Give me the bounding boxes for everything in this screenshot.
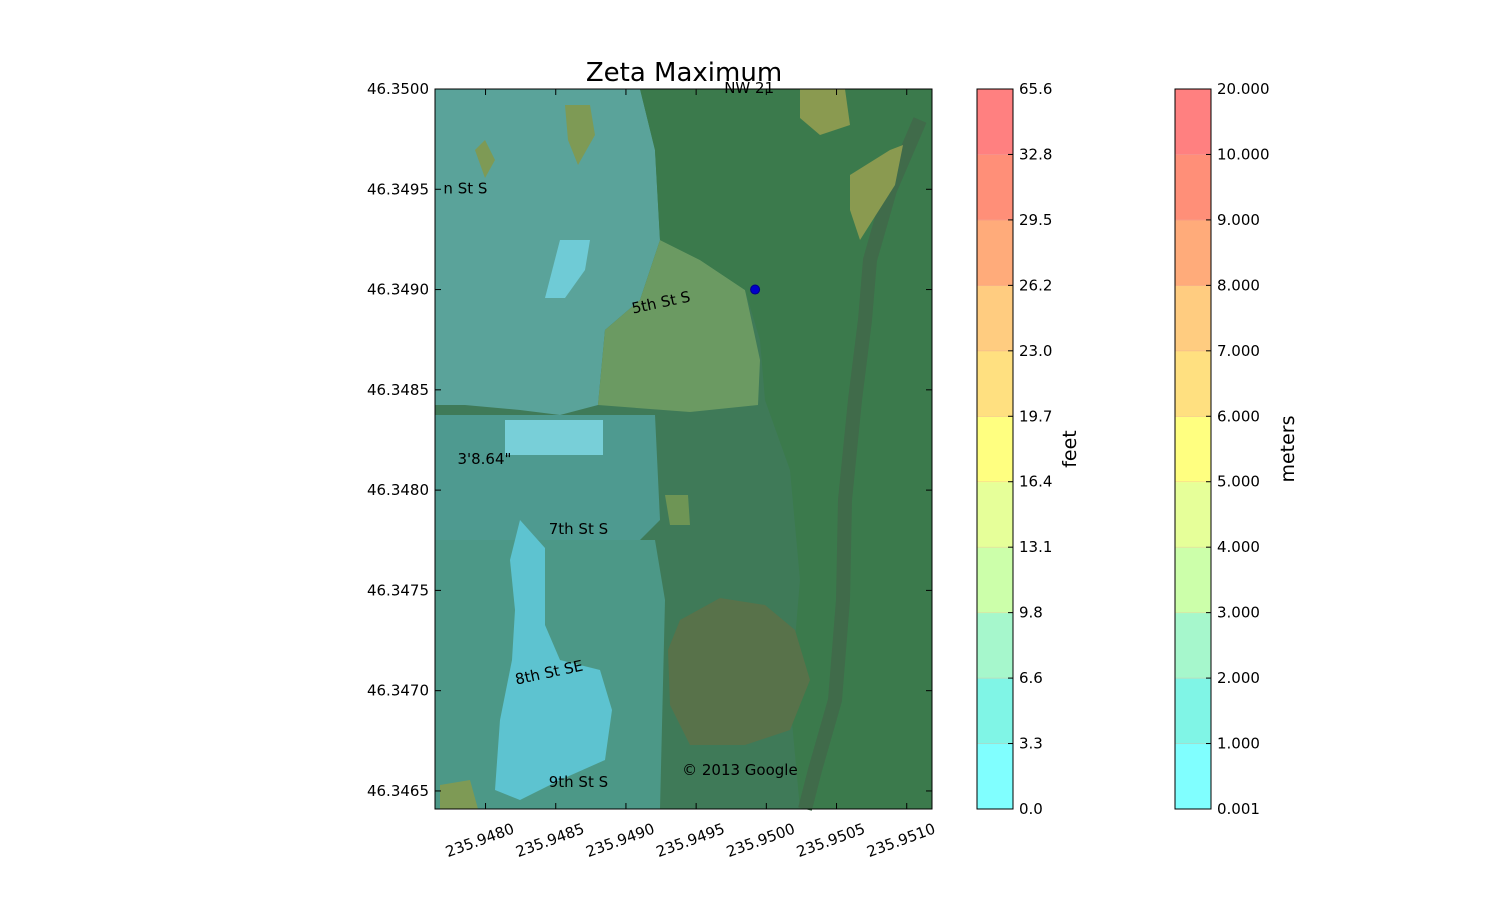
gauge-location-marker[interactable] xyxy=(750,284,761,295)
x-tick-label: 235.9485 xyxy=(513,820,586,861)
colorbar-segment xyxy=(1174,546,1212,614)
river-channel xyxy=(798,117,927,811)
colorbar-segment xyxy=(1174,481,1212,548)
x-tick-label: 235.9500 xyxy=(724,820,797,861)
building-block-region xyxy=(435,415,660,540)
y-tick-label: 46.3490 xyxy=(367,281,429,299)
colorbar-segment xyxy=(976,612,1014,679)
colorbar-meters: 0.001 1.000 2.000 3.000 4.000 5.000 6.000 7.000… xyxy=(1174,80,1270,818)
y-tick-label: 46.3475 xyxy=(367,581,429,599)
colorbar-tick-label: 7.000 xyxy=(1217,342,1260,360)
x-tick-label: 235.9510 xyxy=(864,820,937,861)
map-label-n-st: n St S xyxy=(443,179,487,197)
colorbar-segment xyxy=(976,677,1014,745)
colorbar-segment xyxy=(1174,612,1212,679)
colorbar-tick-label: 9.8 xyxy=(1019,604,1043,622)
cyan-zone-lower xyxy=(495,520,612,800)
colorbar-frame xyxy=(1174,88,1212,810)
colorbar-segment xyxy=(1174,284,1212,352)
colorbar-tick-label: 0.001 xyxy=(1217,800,1260,818)
colorbar-tick-label: 32.8 xyxy=(1019,145,1052,163)
y-tick-label: 46.3500 xyxy=(367,80,429,98)
y-tick-label: 46.3485 xyxy=(367,381,429,399)
map-label-nw21: NW 21 xyxy=(724,79,774,97)
map-label-9th-st: 9th St S xyxy=(549,773,608,791)
map-label-google: © 2013 Google xyxy=(682,761,798,779)
colorbar-segment xyxy=(1174,153,1212,221)
colorbar-tick-label: 1.000 xyxy=(1217,735,1260,753)
x-tick-label: 235.9505 xyxy=(794,820,867,861)
colorbar-tick-label: 10.000 xyxy=(1217,145,1270,163)
yellow-patch-bottom xyxy=(440,780,478,809)
colorbar-tick-label: 16.4 xyxy=(1019,473,1052,491)
colorbar-segment xyxy=(1174,677,1212,745)
colorbar-tick-label: 23.0 xyxy=(1019,342,1052,360)
colorbar-tick-label: 5.000 xyxy=(1217,473,1260,491)
colorbar-segment xyxy=(1174,743,1212,810)
colorbar-feet-label: feet xyxy=(1059,430,1081,468)
colorbar-tick-label: 6.6 xyxy=(1019,669,1043,687)
pond-region xyxy=(668,598,810,745)
colorbar-tick-label: 6.000 xyxy=(1217,407,1260,425)
field-region xyxy=(598,240,760,412)
colorbar-segment xyxy=(976,219,1014,286)
y-tick-label: 46.3495 xyxy=(367,180,429,198)
colorbar-tick-label: 3.000 xyxy=(1217,604,1260,622)
colorbar-tick-label: 19.7 xyxy=(1019,407,1052,425)
yellow-patch-left1 xyxy=(475,140,495,178)
colorbar-segment xyxy=(976,481,1014,548)
colorbar-segment xyxy=(976,415,1014,483)
urban-area-region xyxy=(435,89,660,415)
colorbar-segment xyxy=(976,88,1014,155)
colorbar-feet: 0.0 3.3 6.6 9.8 13.1 16.4 19.7 23.0 26.2 29.5 32.8… xyxy=(976,80,1052,818)
forest-region xyxy=(640,89,932,809)
yellow-patch-left2 xyxy=(565,105,595,165)
colorbar-segment xyxy=(1174,88,1212,155)
yellow-patch-right xyxy=(850,145,903,240)
x-tick-label: 235.9480 xyxy=(443,820,516,861)
colorbar-segment xyxy=(976,153,1014,221)
y-tick-label: 46.3470 xyxy=(367,682,429,700)
x-tick-label: 235.9490 xyxy=(584,820,657,861)
y-tick-label: 46.3480 xyxy=(367,481,429,499)
yellow-patch-mid xyxy=(665,495,690,525)
x-tick-label: 235.9495 xyxy=(654,820,727,861)
colorbar-tick-label: 0.0 xyxy=(1019,800,1043,818)
yellow-patch-top xyxy=(800,89,850,135)
colorbar-tick-label: 2.000 xyxy=(1217,669,1260,687)
map-label-7th-st: 7th St S xyxy=(549,520,608,538)
map-plot-area: © 2013 Google 5th St S 7th St S 8th St S… xyxy=(367,79,938,861)
colorbar-frame xyxy=(976,88,1014,810)
cyan-zone-upper xyxy=(545,240,590,298)
colorbar-segment xyxy=(976,743,1014,810)
y-tick-label: 46.3465 xyxy=(367,782,429,800)
colorbar-meters-label: meters xyxy=(1277,415,1299,482)
colorbar-tick-label: 26.2 xyxy=(1019,276,1052,294)
colorbar-tick-label: 29.5 xyxy=(1019,211,1052,229)
chart-title: Zeta Maximum xyxy=(586,58,782,88)
colorbar-tick-label: 13.1 xyxy=(1019,538,1052,556)
colorbar-tick-label: 9.000 xyxy=(1217,211,1260,229)
colorbar-tick-label: 65.6 xyxy=(1019,80,1052,98)
colorbar-tick-label: 3.3 xyxy=(1019,735,1043,753)
colorbar-segment xyxy=(1174,350,1212,417)
colorbar-tick-label: 4.000 xyxy=(1217,538,1260,556)
colorbar-segment xyxy=(1174,219,1212,286)
colorbar-segment xyxy=(976,350,1014,417)
plot-frame xyxy=(434,88,933,810)
colorbar-segment xyxy=(976,546,1014,614)
colorbar-segment xyxy=(1174,415,1212,483)
colorbar-segment xyxy=(976,284,1014,352)
colorbar-tick-label: 20.000 xyxy=(1217,80,1270,98)
map-label-coord: 3'8.64" xyxy=(457,450,511,468)
y-axis: 46.3500 46.3495 46.3490 46.3485 46.3480 46.34… xyxy=(367,80,932,800)
colorbar-tick-label: 8.000 xyxy=(1217,276,1260,294)
cyan-zone-building xyxy=(505,420,603,455)
